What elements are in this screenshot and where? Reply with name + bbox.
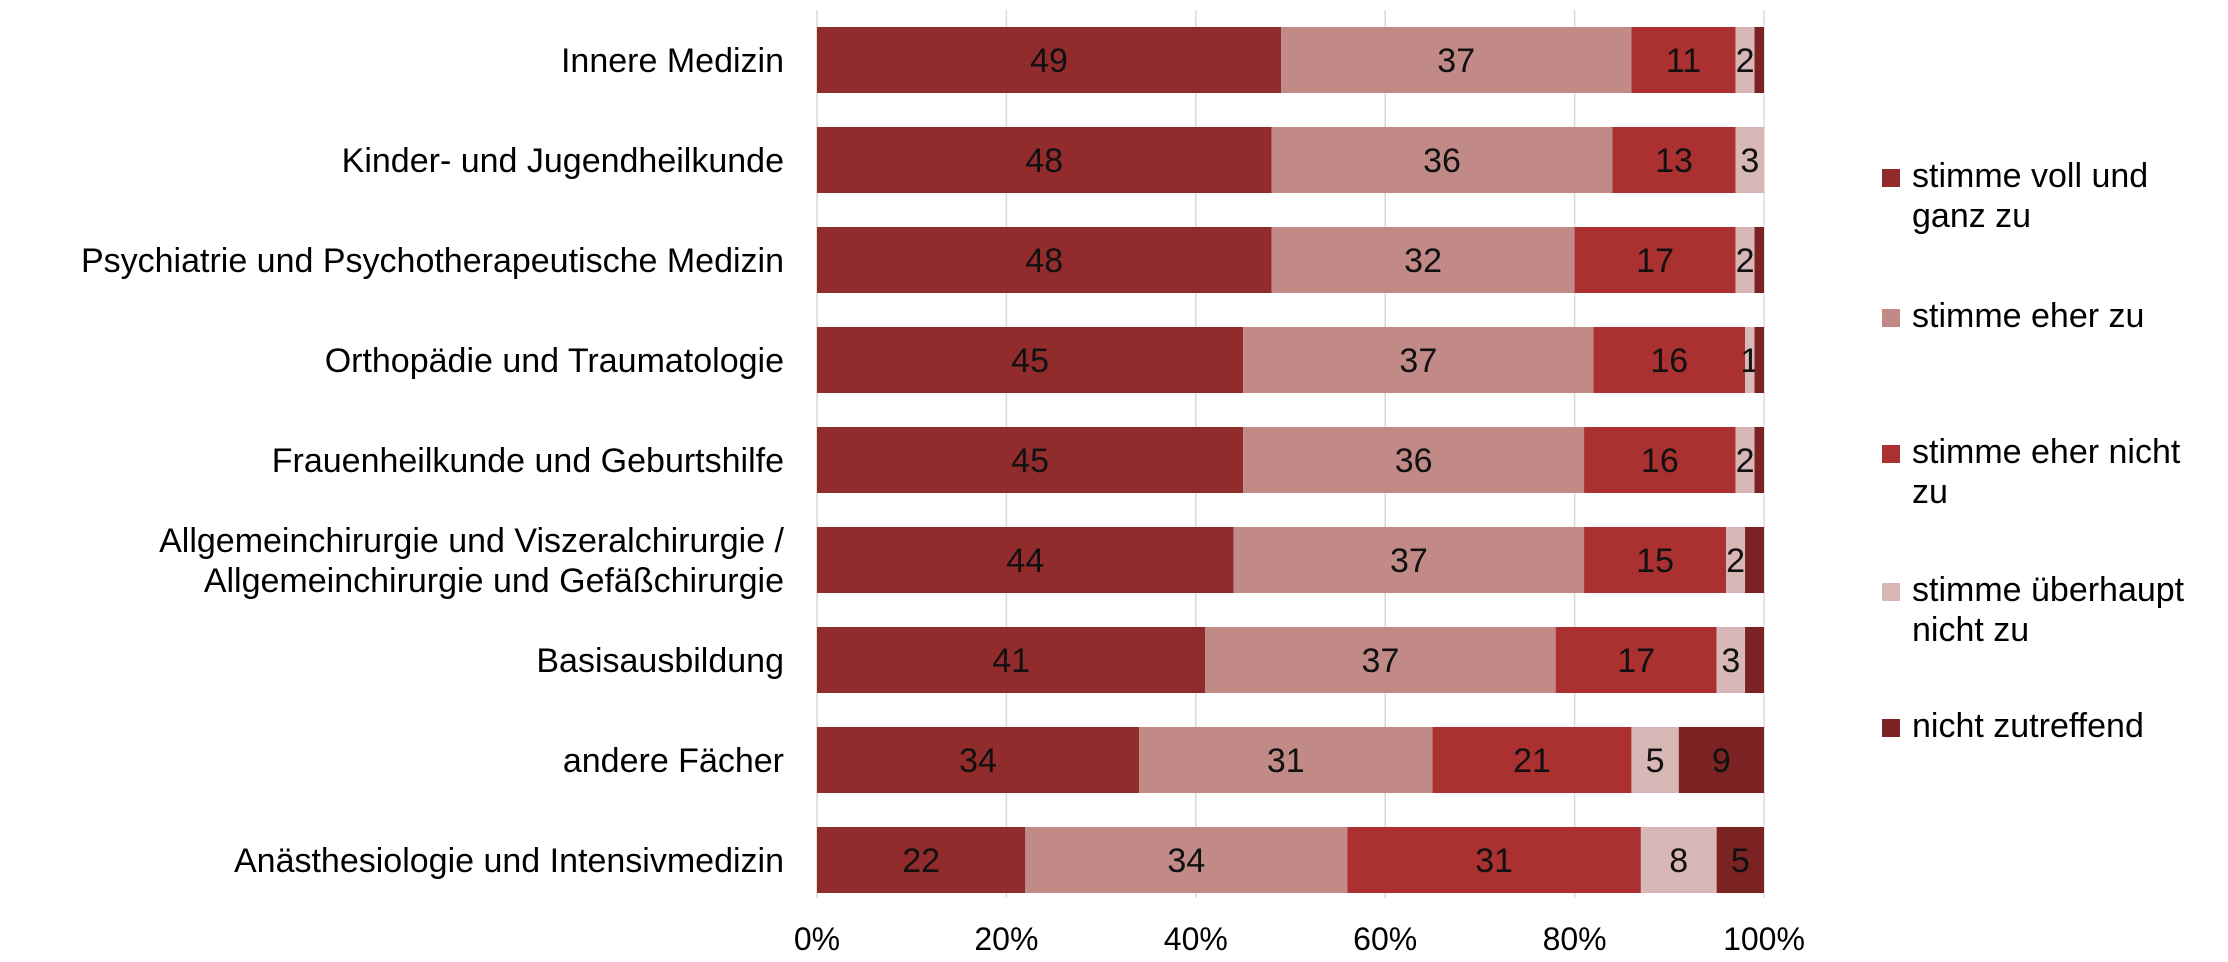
legend-swatch (1882, 445, 1900, 463)
legend-item: stimme überhaupt nicht zu (1882, 570, 2222, 650)
x-tick-label: 20% (974, 921, 1038, 957)
data-label: 2 (1736, 42, 1755, 80)
x-tick-label: 80% (1543, 921, 1607, 957)
data-label: 37 (1362, 642, 1400, 680)
bar-segment (1745, 527, 1764, 593)
data-label: 44 (1006, 542, 1044, 580)
data-label: 31 (1267, 742, 1305, 780)
chart-legend: stimme voll und ganz zu stimme eher zu s… (1882, 156, 2228, 756)
category-label: Innere Medizin (561, 42, 784, 80)
data-label: 34 (1167, 842, 1205, 880)
legend-swatch (1882, 719, 1900, 737)
data-label: 2 (1726, 542, 1745, 580)
data-label: 5 (1646, 742, 1665, 780)
data-label: 37 (1399, 342, 1437, 380)
data-label: 37 (1437, 42, 1475, 80)
legend-item: stimme eher nicht zu (1882, 432, 2222, 512)
legend-swatch (1882, 169, 1900, 187)
legend-label: nicht zutreffend (1912, 706, 2222, 746)
data-label: 11 (1666, 42, 1701, 80)
data-label: 13 (1655, 142, 1693, 180)
data-label: 3 (1721, 642, 1740, 680)
data-label: 41 (992, 642, 1030, 680)
data-label: 34 (959, 742, 997, 780)
x-tick-label: 100% (1723, 921, 1805, 957)
legend-label: stimme voll und ganz zu (1912, 156, 2222, 236)
data-label: 9 (1712, 742, 1731, 780)
x-tick-label: 60% (1353, 921, 1417, 957)
bar-segment (1755, 227, 1764, 293)
x-tick-label: 0% (794, 921, 840, 957)
data-label: 45 (1011, 442, 1049, 480)
data-label: 15 (1636, 542, 1674, 580)
legend-swatch (1882, 309, 1900, 327)
data-label: 48 (1025, 242, 1063, 280)
data-label: 17 (1617, 642, 1655, 680)
legend-label: stimme eher zu (1912, 296, 2222, 336)
legend-item: nicht zutreffend (1882, 706, 2222, 746)
category-label: Anästhesiologie und Intensivmedizin (234, 842, 784, 880)
legend-item: stimme voll und ganz zu (1882, 156, 2222, 236)
category-label: Basisausbildung (536, 642, 784, 680)
legend-label: stimme eher nicht zu (1912, 432, 2222, 512)
data-label: 21 (1513, 742, 1551, 780)
data-label: 16 (1650, 342, 1688, 380)
data-label: 36 (1423, 142, 1461, 180)
data-label: 2 (1736, 242, 1755, 280)
legend-swatch (1882, 583, 1900, 601)
data-label: 2 (1736, 442, 1755, 480)
data-label: 3 (1740, 142, 1759, 180)
category-label: Kinder- und Jugendheilkunde (342, 142, 784, 180)
bar-segment (1755, 27, 1764, 93)
data-label: 49 (1030, 42, 1068, 80)
data-label: 48 (1025, 142, 1063, 180)
data-label: 37 (1390, 542, 1428, 580)
data-label: 5 (1731, 842, 1750, 880)
data-label: 8 (1669, 842, 1688, 880)
legend-item: stimme eher zu (1882, 296, 2222, 336)
x-tick-label: 40% (1164, 921, 1228, 957)
data-label: 36 (1395, 442, 1433, 480)
category-label: Orthopädie und Traumatologie (325, 342, 784, 380)
category-label: Allgemeinchirurgie und Gefäßchirurgie (204, 562, 784, 600)
category-label: Psychiatrie und Psychotherapeutische Med… (81, 242, 784, 280)
category-label: Frauenheilkunde und Geburtshilfe (272, 442, 784, 480)
data-label: 45 (1011, 342, 1049, 380)
data-label: 32 (1404, 242, 1442, 280)
bar-segment (1755, 327, 1764, 393)
category-label: Allgemeinchirurgie und Viszeralchirurgie… (159, 522, 784, 560)
data-label: 22 (902, 842, 940, 880)
legend-label: stimme überhaupt nicht zu (1912, 570, 2222, 650)
data-label: 17 (1636, 242, 1674, 280)
bar-segment (1745, 627, 1764, 693)
bar-segment (1755, 427, 1764, 493)
data-label: 31 (1475, 842, 1513, 880)
data-label: 16 (1641, 442, 1679, 480)
category-label: andere Fächer (563, 742, 784, 780)
